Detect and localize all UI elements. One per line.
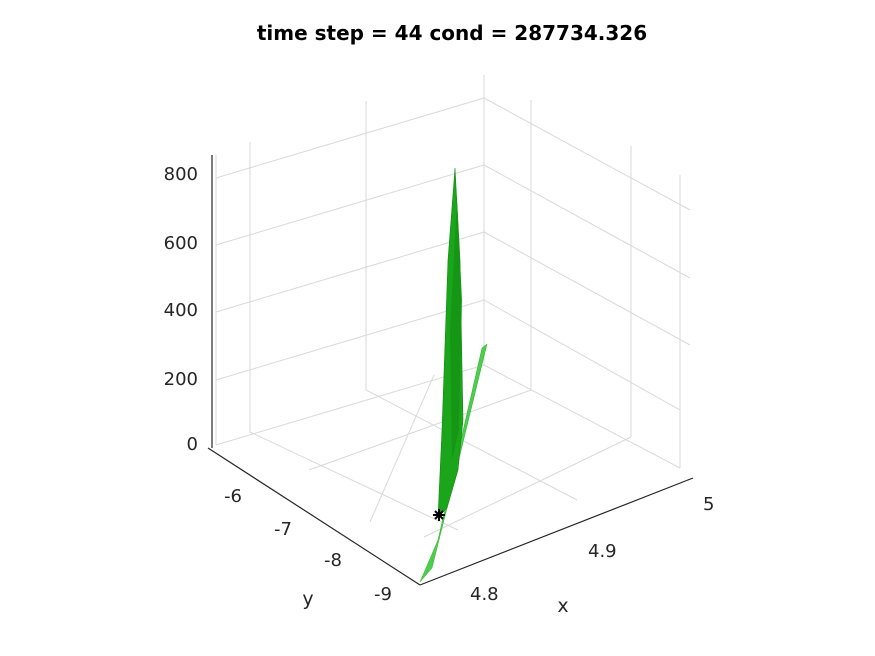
- z-ticks: 0 200 400 600 800: [164, 164, 198, 455]
- z-tick-label: 600: [164, 233, 198, 254]
- x-tick-label: 4.8: [470, 584, 499, 605]
- y-tick-label: -9: [374, 584, 392, 605]
- marker: [433, 509, 445, 521]
- axes: [207, 155, 694, 586]
- x-tick-label: 5: [703, 494, 714, 515]
- y-ticks: -6 -7 -8 -9: [224, 486, 392, 605]
- grid: [215, 75, 691, 538]
- y-tick-label: -8: [324, 550, 342, 571]
- y-tick-label: -6: [224, 486, 242, 507]
- y-tick-label: -7: [274, 519, 292, 540]
- z-tick-label: 800: [164, 164, 198, 185]
- z-tick-label: 0: [187, 434, 198, 455]
- x-ticks: 4.8 4.9 5: [470, 494, 714, 605]
- y-axis-label: y: [302, 588, 313, 610]
- z-tick-label: 400: [164, 300, 198, 321]
- z-tick-label: 200: [164, 369, 198, 390]
- chart-title: time step = 44 cond = 287734.326: [257, 21, 647, 45]
- x-axis-label: x: [557, 595, 568, 617]
- x-tick-label: 4.9: [588, 541, 617, 562]
- surface: [419, 167, 488, 583]
